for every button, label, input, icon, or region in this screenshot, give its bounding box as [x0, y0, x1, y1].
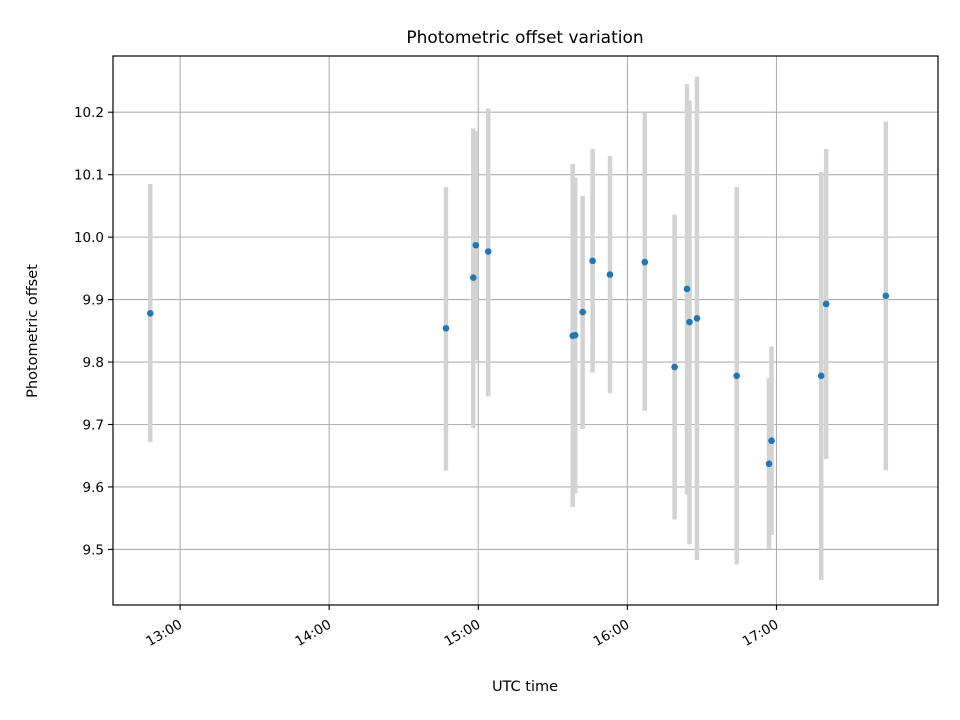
chart-title: Photometric offset variation	[406, 28, 643, 48]
data-point	[686, 318, 693, 326]
data-point	[768, 437, 775, 445]
data-point	[571, 331, 579, 339]
x-axis-label: UTC time	[492, 679, 558, 695]
data-point	[765, 460, 773, 468]
data-point	[442, 325, 450, 332]
x-tick-label: 15:00	[442, 617, 484, 650]
data-points	[146, 241, 890, 468]
data-point	[606, 271, 614, 278]
x-tick-label: 16:00	[591, 617, 633, 650]
data-point	[484, 248, 492, 255]
y-tick-label: 10.0	[74, 230, 104, 246]
error-bars	[148, 76, 889, 581]
plot-frame	[112, 55, 939, 606]
data-point	[671, 363, 678, 371]
data-point	[472, 241, 480, 249]
y-tick-label: 9.9	[83, 293, 104, 309]
data-point	[822, 300, 830, 308]
x-tick-label: 17:00	[740, 617, 782, 650]
x-tick-label: 14:00	[292, 617, 334, 650]
y-axis-label: Photometric offset	[25, 264, 41, 398]
data-point	[641, 258, 649, 266]
data-point	[733, 372, 741, 380]
data-point	[579, 308, 586, 316]
y-tick-label: 10.1	[74, 168, 104, 184]
grid-lines	[113, 56, 938, 605]
data-point	[146, 310, 154, 317]
data-point	[882, 292, 890, 300]
data-point	[589, 257, 596, 265]
y-tick-label: 10.2	[74, 105, 104, 121]
data-point	[683, 285, 691, 293]
x-tick-label: 13:00	[143, 617, 185, 650]
data-point	[470, 274, 477, 282]
y-tick-label: 9.6	[83, 480, 104, 496]
data-point	[693, 315, 701, 322]
y-tick-label: 9.7	[83, 417, 104, 433]
y-tick-label: 9.5	[83, 542, 104, 558]
data-point	[817, 372, 825, 380]
y-tick-label: 9.8	[83, 355, 104, 371]
